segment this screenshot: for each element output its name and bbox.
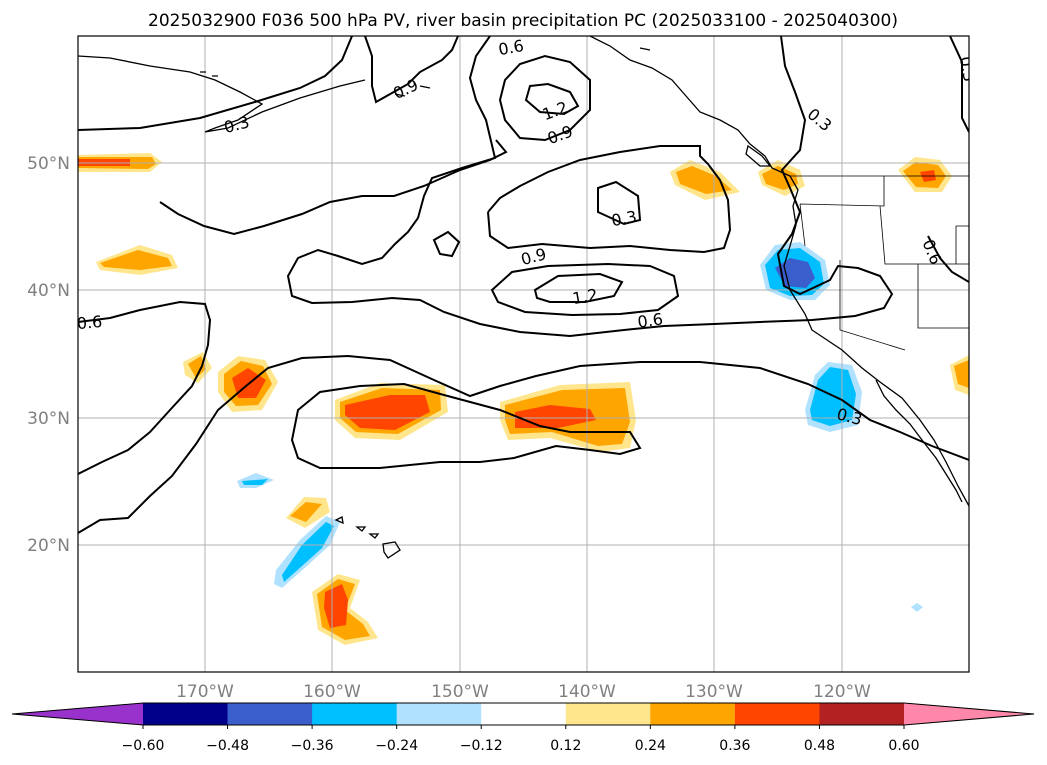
lon-label-140W: 140°W	[558, 682, 616, 702]
aleutian-islands	[200, 47, 651, 97]
pv-label: 0.6	[497, 36, 525, 59]
pv-contours	[78, 36, 969, 534]
lon-label-170W: 170°W	[176, 682, 234, 702]
alaska-coast	[78, 55, 366, 133]
colorbar-tick-label: −0.48	[206, 738, 249, 754]
pv-contour-06-right	[927, 235, 969, 283]
lon-labels: 170°W 160°W 150°W 140°W 130°W 120°W	[176, 682, 871, 702]
pv-contour-small-ring	[432, 230, 461, 258]
pv-contour-09-band	[159, 139, 732, 254]
map-background	[78, 36, 969, 672]
map-frame	[77, 35, 970, 673]
pv-contour-09-upper	[498, 54, 591, 142]
colorbar: −0.60 −0.48 −0.36 −0.24 −0.12 0.12 0.24 0.36 0.4…	[11, 702, 1035, 754]
colorbar-tick-label: 0.48	[804, 738, 835, 754]
pv-contour-09-centre	[490, 262, 680, 317]
vancouver-island	[745, 144, 772, 167]
colorbar-tick-label: 0.12	[550, 738, 581, 754]
coastlines	[78, 36, 969, 559]
pv-label: 0.3	[610, 207, 638, 230]
pv-label: 1.2	[571, 285, 599, 308]
colorbar-segment	[734, 703, 820, 725]
pv-contour-03-west	[78, 354, 969, 534]
lon-label-150W: 150°W	[431, 682, 489, 702]
political-borders	[790, 175, 969, 351]
pv-contour-03-small	[597, 180, 642, 226]
pv-label: 0.6	[76, 312, 103, 333]
colorbar-segment	[819, 703, 905, 725]
pv-label: 0.6	[636, 309, 664, 331]
lat-labels: 50°N 40°N 30°N 20°N	[27, 154, 70, 556]
colorbar-tick-label: 0.60	[888, 738, 919, 754]
lat-label-30N: 30°N	[27, 409, 70, 429]
colorbar-segment	[481, 703, 567, 725]
colorbar-tick-label: −0.36	[291, 738, 334, 754]
colorbar-tick-label: 0.36	[719, 738, 750, 754]
colorbar-segments	[12, 703, 1034, 725]
colorbar-segment	[650, 703, 736, 725]
lon-label-130W: 130°W	[685, 682, 743, 702]
map-panel: 0.3 0.6 0.9 1.2 1.2 0.9 0.3 0.9 0.3 0.6 …	[27, 35, 979, 702]
colorbar-segment	[227, 703, 313, 725]
colorbar-extend-high	[904, 703, 1034, 725]
colorbar-tick-label: −0.60	[122, 738, 165, 754]
colorbar-extend-low	[12, 703, 143, 725]
colorbar-ticks: −0.60 −0.48 −0.36 −0.24 −0.12 0.12 0.24 0.36 0.4…	[122, 725, 920, 754]
alaska-panhandle-coast	[589, 36, 969, 507]
pv-contour-06-west	[78, 300, 212, 475]
lat-label-20N: 20°N	[27, 536, 70, 556]
lat-label-40N: 40°N	[27, 281, 70, 301]
colorbar-tick-label: −0.12	[460, 738, 503, 754]
lon-label-120W: 120°W	[813, 682, 871, 702]
pv-contour-06-east	[949, 36, 969, 133]
pv-contour-09-north	[364, 36, 459, 104]
pv-contour-12-upper	[524, 82, 580, 116]
pv-contour-03-north	[78, 36, 353, 131]
colorbar-segment	[396, 703, 482, 725]
colorbar-segment	[565, 703, 651, 725]
lon-label-160W: 160°W	[303, 682, 361, 702]
colorbar-segment	[312, 703, 398, 725]
colorbar-segment	[143, 703, 229, 725]
hawaii-islands	[334, 516, 401, 559]
lat-label-50N: 50°N	[27, 154, 70, 174]
pv-label: 0.3	[956, 55, 979, 83]
colorbar-tick-label: −0.24	[375, 738, 418, 754]
pv-contour-03-loop	[290, 382, 642, 469]
state-borders	[799, 176, 969, 351]
colorbar-tick-label: 0.24	[635, 738, 666, 754]
pv-contour-06-main	[286, 36, 894, 338]
pv-contour-12-centre	[533, 272, 624, 303]
figure-title: 2025032900 F036 500 hPa PV, river basin …	[148, 11, 898, 31]
baja-coast	[875, 379, 963, 503]
